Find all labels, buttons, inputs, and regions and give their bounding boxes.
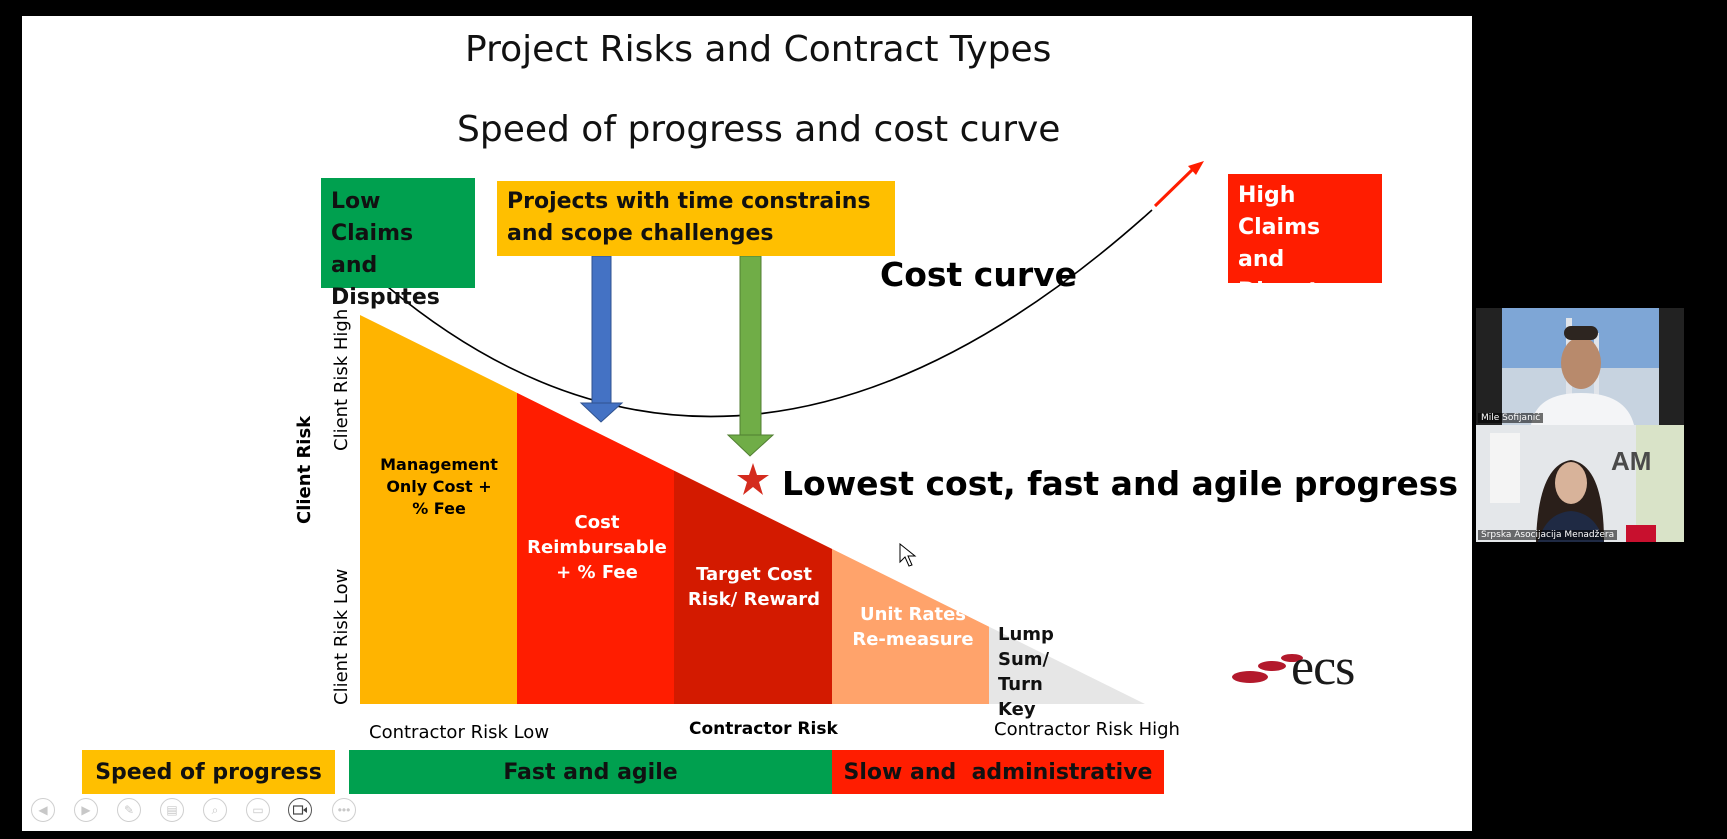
client-risk-high-label: Client Risk High: [331, 308, 352, 451]
participant-video-1[interactable]: Mile Sofijanić: [1476, 308, 1684, 425]
segment-label-unit-rates: Unit Rates Re-measure: [852, 604, 974, 650]
next-icon[interactable]: ▶: [74, 798, 98, 822]
cost-curve-label: Cost curve: [880, 255, 1078, 294]
ecs-logo-mark: [1232, 654, 1303, 683]
svg-text:AM: AM: [1611, 446, 1651, 476]
projects-box: Projects with time constrains and scope …: [497, 181, 895, 256]
fast-agile-label: Fast and agile: [503, 759, 678, 785]
blue-down-arrow: [579, 255, 624, 423]
contractor-risk-high-label: Contractor Risk High: [994, 719, 1180, 740]
speed-of-progress-label: Speed of progress: [95, 759, 322, 785]
client-risk-low-label: Client Risk Low: [331, 568, 352, 705]
segment-label-target-cost: Target Cost Risk/ Reward: [687, 564, 821, 610]
segment-label-cost-reimbursable: Cost Reimbursable + % Fee: [527, 512, 667, 583]
subtitles-icon[interactable]: ▭: [246, 798, 270, 822]
cost-curve-arrow: [1153, 168, 1194, 208]
pen-icon[interactable]: ✎: [117, 798, 141, 822]
slow-administrative-label: Slow and administrative: [843, 759, 1153, 785]
zoom-icon[interactable]: ⌕: [203, 798, 227, 822]
green-down-arrow: [726, 255, 775, 457]
slide-title: Project Risks and Contract Types: [465, 29, 1052, 70]
participant-name-1: Mile Sofijanić: [1478, 413, 1544, 423]
contractor-risk-low-label: Contractor Risk Low: [369, 722, 550, 743]
more-icon[interactable]: •••: [332, 798, 356, 822]
speed-of-progress-bar: Speed of progress: [82, 750, 335, 794]
segment-label-lump-sum: Lump Sum/ Turn Key: [998, 624, 1054, 720]
ecs-logo: ecs: [1291, 639, 1355, 696]
camera-icon[interactable]: [288, 798, 312, 822]
client-risk-label: Client Risk: [294, 415, 315, 524]
segment-label-management: Management Only Cost + % Fee: [380, 455, 498, 518]
participant-name-2: Srpska Asocijacija Menadžera: [1478, 530, 1618, 540]
cost-curve-arrowhead: [1188, 161, 1204, 175]
participant-video-2[interactable]: AM Srpska Asocijacija Menadžera: [1476, 425, 1684, 542]
star-icon: [737, 463, 769, 495]
fast-agile-bar: Fast and agile: [349, 750, 832, 794]
previous-icon[interactable]: ◀: [31, 798, 55, 822]
slow-administrative-bar: Slow and administrative: [832, 750, 1164, 794]
slide-subtitle: Speed of progress and cost curve: [457, 109, 1061, 150]
mouse-cursor-icon: [899, 543, 917, 567]
lowest-cost-label: Lowest cost, fast and agile progress: [782, 464, 1459, 503]
low-claims-box: Low Claims and Disputes: [321, 178, 475, 310]
high-claims-box: High Claims and Disputes: [1228, 174, 1382, 304]
slides-icon[interactable]: ▤: [160, 798, 184, 822]
contractor-risk-label: Contractor Risk: [689, 719, 838, 739]
